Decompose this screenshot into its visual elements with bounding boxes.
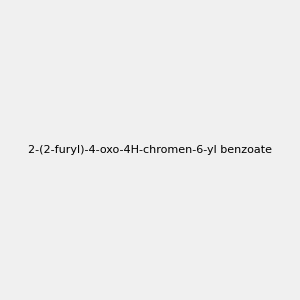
Text: 2-(2-furyl)-4-oxo-4H-chromen-6-yl benzoate: 2-(2-furyl)-4-oxo-4H-chromen-6-yl benzoa…	[28, 145, 272, 155]
